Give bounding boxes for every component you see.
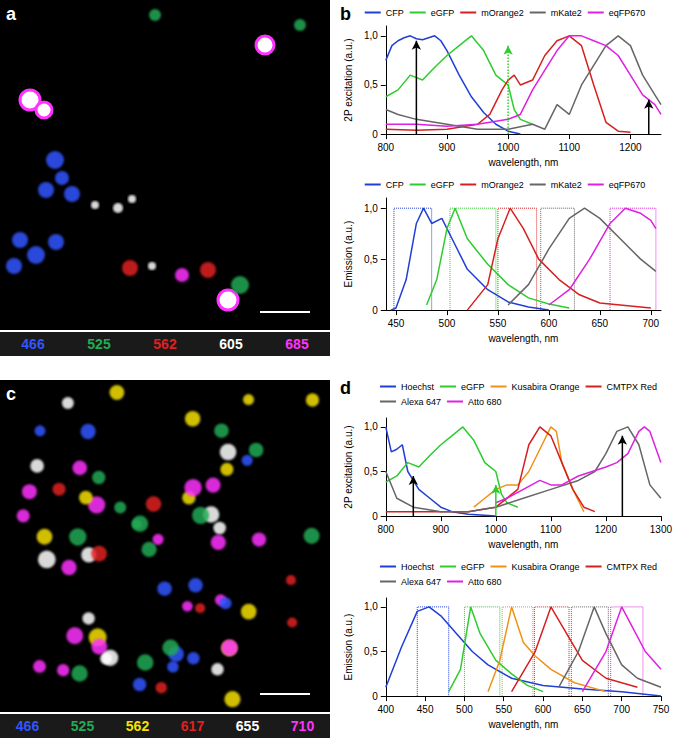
svg-text:1,0: 1,0 [364,601,378,612]
svg-text:650: 650 [592,318,609,329]
svg-text:700: 700 [642,318,659,329]
svg-text:550: 550 [490,318,507,329]
svg-text:500: 500 [439,318,456,329]
svg-text:CFP: CFP [386,180,404,190]
svg-text:1000: 1000 [485,524,508,535]
svg-text:0,5: 0,5 [364,466,378,477]
svg-text:1100: 1100 [559,142,581,153]
svg-text:900: 900 [432,524,449,535]
svg-text:0: 0 [372,511,378,522]
svg-text:1300: 1300 [650,524,673,535]
svg-text:eGFP: eGFP [431,8,455,18]
svg-text:eGFP: eGFP [461,382,485,392]
svg-text:wavelength, nm: wavelength, nm [487,539,558,550]
svg-text:2P excitation (a.u.): 2P excitation (a.u.) [343,425,354,508]
svg-text:mKate2: mKate2 [551,8,582,18]
svg-text:eqFP670: eqFP670 [609,180,646,190]
svg-text:Emission (a.u.): Emission (a.u.) [343,614,354,681]
svg-text:450: 450 [388,318,405,329]
svg-text:Alexa 647: Alexa 647 [401,577,441,587]
svg-text:0,5: 0,5 [364,254,378,265]
html-text:525: 525 [87,336,111,352]
svg-text:Kusabira Orange: Kusabira Orange [512,382,580,392]
html-text:466: 466 [21,336,45,352]
html-text:466: 466 [15,718,40,734]
svg-text:1100: 1100 [540,524,562,535]
svg-text:1,0: 1,0 [364,421,378,432]
svg-text:b: b [340,4,351,24]
svg-text:d: d [340,378,351,398]
svg-text:Atto 680: Atto 680 [468,397,502,407]
svg-text:eGFP: eGFP [431,180,455,190]
svg-text:900: 900 [439,142,456,153]
svg-text:1,0: 1,0 [364,30,378,41]
svg-text:c: c [6,384,16,404]
svg-text:500: 500 [456,704,473,715]
svg-text:750: 750 [653,704,670,715]
svg-text:0: 0 [372,691,378,702]
svg-text:2P excitation (a.u.): 2P excitation (a.u.) [343,38,354,121]
svg-text:wavelength, nm: wavelength, nm [487,719,558,730]
svg-text:mKate2: mKate2 [551,180,582,190]
svg-text:Hoechst: Hoechst [401,382,435,392]
svg-text:700: 700 [613,704,630,715]
svg-text:800: 800 [377,142,394,153]
svg-text:Emission (a.u.): Emission (a.u.) [343,221,354,288]
svg-text:800: 800 [377,524,394,535]
svg-text:0: 0 [372,305,378,316]
svg-text:450: 450 [417,704,434,715]
svg-text:600: 600 [541,318,558,329]
svg-text:400: 400 [377,704,394,715]
svg-text:1200: 1200 [595,524,618,535]
svg-text:CFP: CFP [386,8,404,18]
svg-text:0,5: 0,5 [364,79,378,90]
svg-text:1000: 1000 [497,142,520,153]
svg-text:0,5: 0,5 [364,646,378,657]
svg-text:0: 0 [372,129,378,140]
html-text:655: 655 [235,718,260,734]
html-text:562: 562 [153,336,177,352]
svg-text:650: 650 [574,704,591,715]
svg-text:600: 600 [535,704,552,715]
html-text:525: 525 [70,718,95,734]
html-text:710: 710 [290,718,315,734]
svg-text:Kusabira Orange: Kusabira Orange [512,562,580,572]
svg-text:mOrange2: mOrange2 [481,180,524,190]
svg-text:1,0: 1,0 [364,203,378,214]
svg-text:eGFP: eGFP [461,562,485,572]
svg-text:a: a [6,4,17,24]
html-text:685: 685 [285,336,309,352]
html-text:605: 605 [219,336,243,352]
svg-text:CMTPX Red: CMTPX Red [607,382,658,392]
svg-text:Alexa 647: Alexa 647 [401,397,441,407]
svg-text:eqFP670: eqFP670 [609,8,646,18]
svg-text:CMTPX Red: CMTPX Red [607,562,658,572]
svg-text:wavelength, nm: wavelength, nm [487,157,558,168]
svg-text:1200: 1200 [619,142,642,153]
svg-text:mOrange2: mOrange2 [481,8,524,18]
svg-text:Atto 680: Atto 680 [468,577,502,587]
html-text:562: 562 [125,718,150,734]
html-text:617: 617 [180,718,205,734]
svg-text:Hoechst: Hoechst [401,562,435,572]
svg-text:wavelength, nm: wavelength, nm [487,333,558,344]
svg-text:550: 550 [495,704,512,715]
